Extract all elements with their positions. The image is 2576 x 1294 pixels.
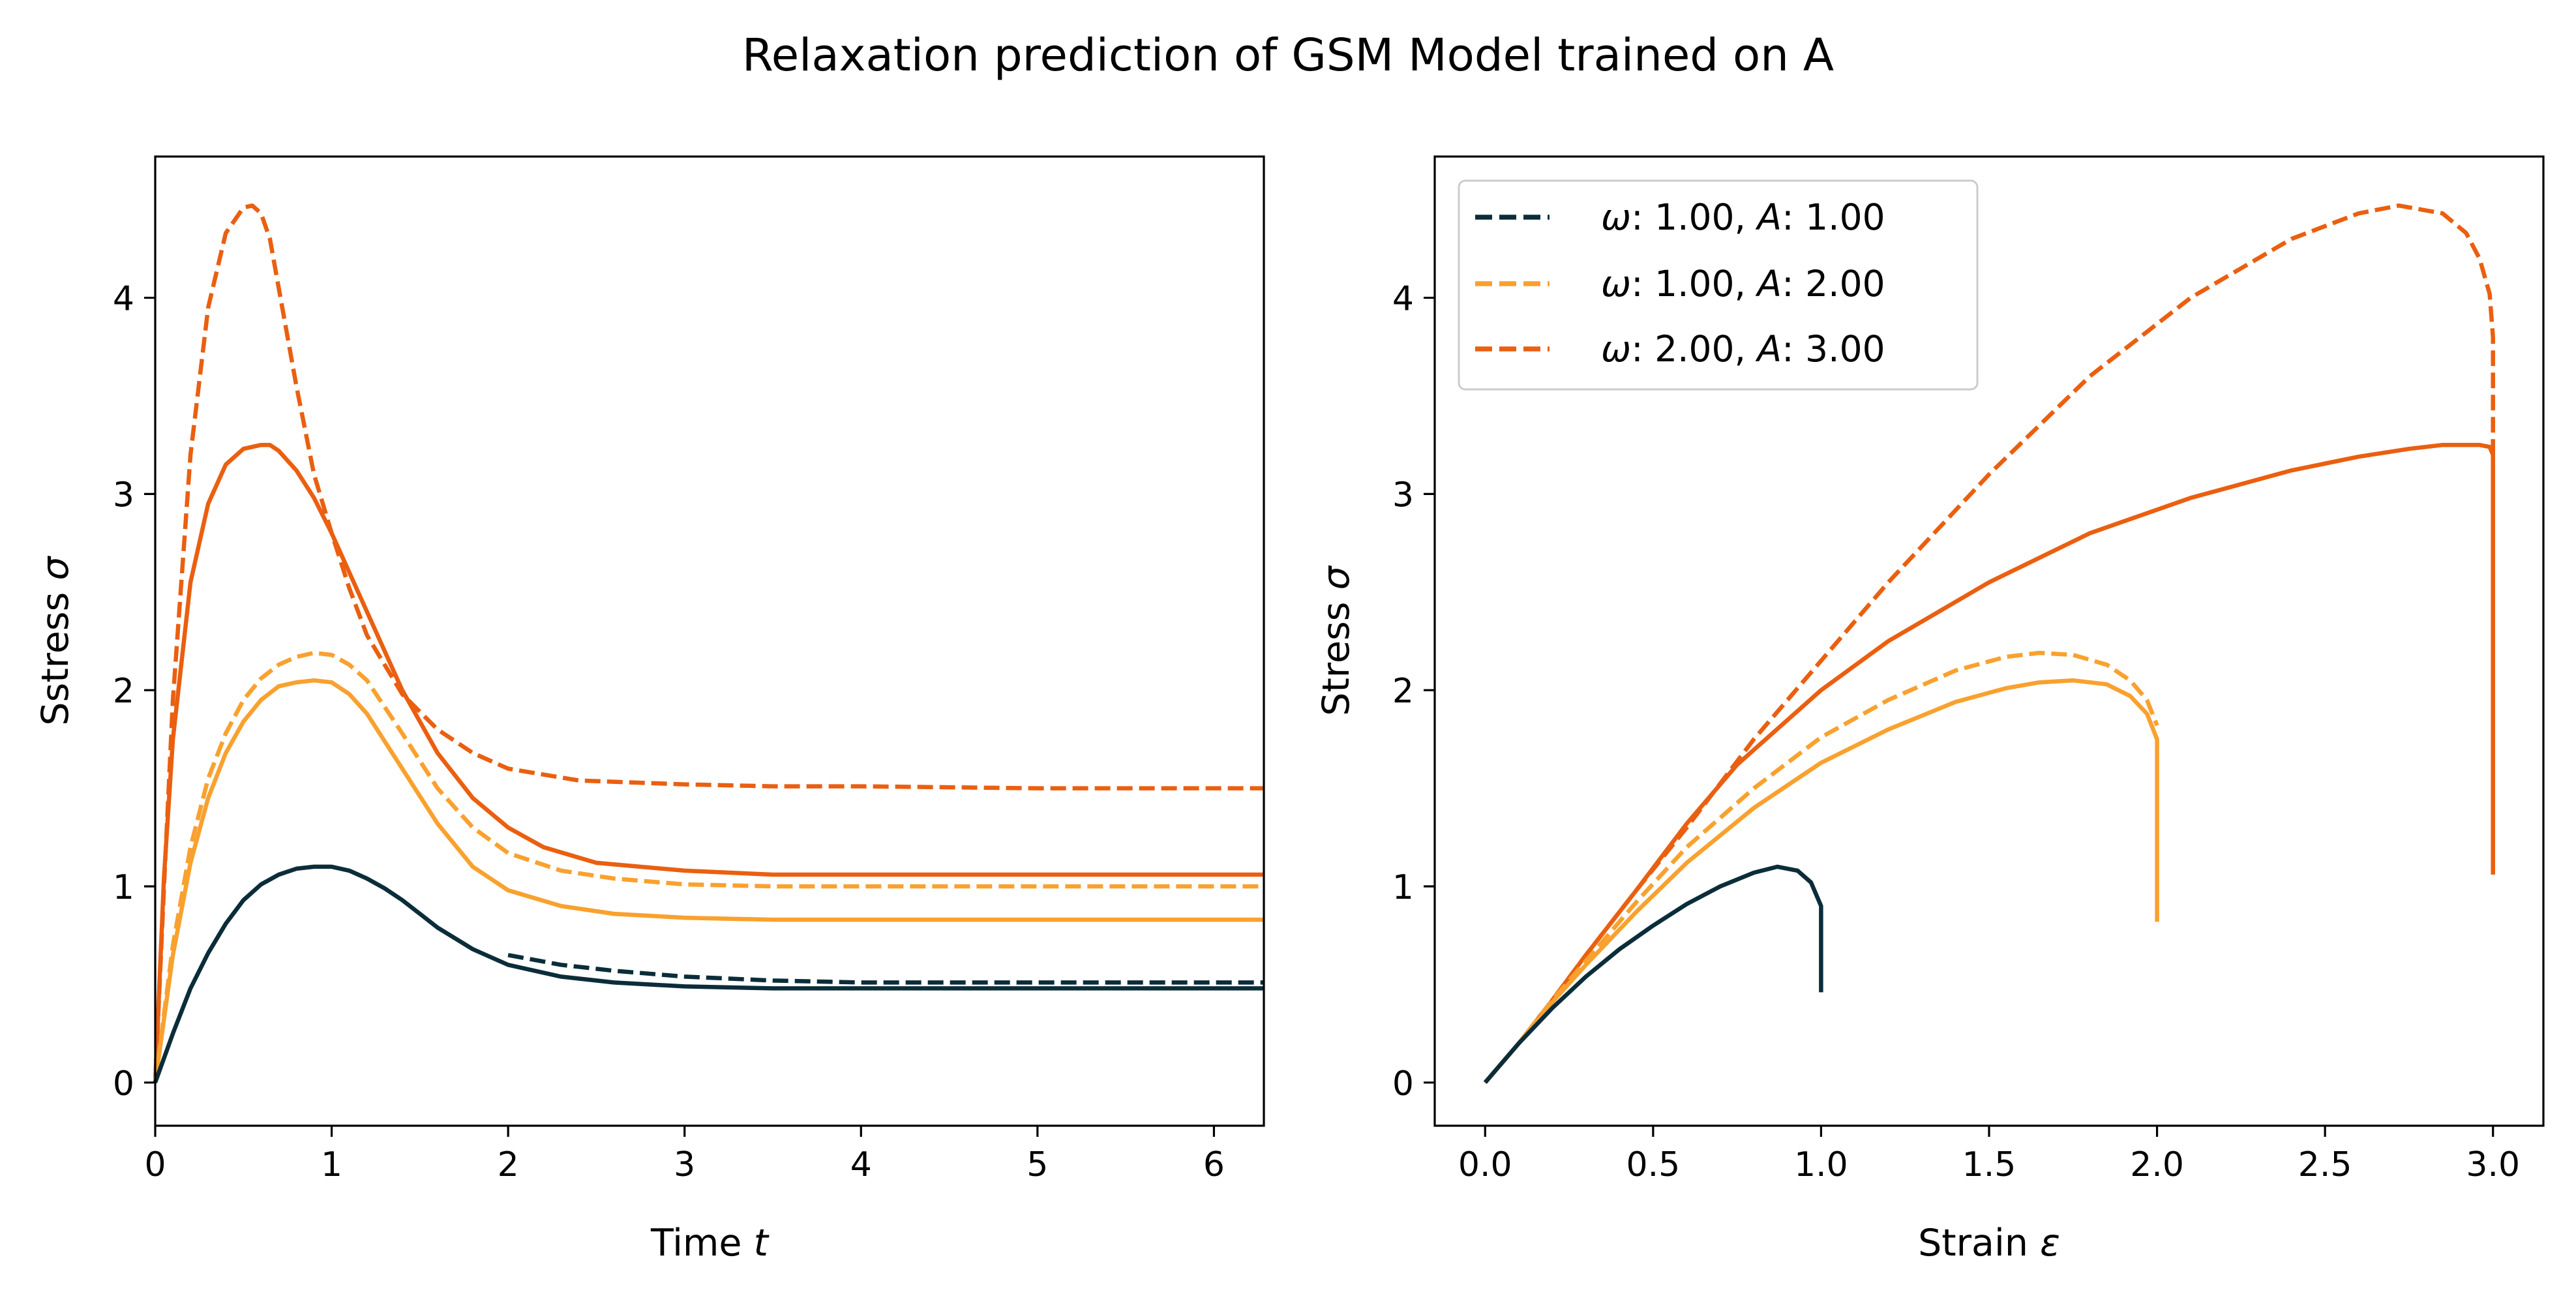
solid-series-line: [153, 442, 1264, 1083]
solid-series-line: [153, 678, 1264, 1083]
x-tick-label: 1.5: [1962, 1145, 2016, 1184]
relaxation-time-plot: 0 1 2 3 4 5 6 0 1 2 3 4 Time t Sstress σ: [34, 155, 1265, 1265]
x-tick-label: 4: [850, 1145, 872, 1184]
x-tick-label: 3.0: [2466, 1145, 2520, 1184]
y-tick-label: 0: [1392, 1064, 1414, 1104]
tick-layer: 0 1 2 3 4 5 6 0 1 2 3 4: [113, 280, 1225, 1184]
x-tick-label: 1: [321, 1145, 342, 1184]
legend-box: [1458, 179, 1979, 391]
y-tick-label: 4: [1392, 280, 1414, 319]
legend-label: ω: 2.00, A: 3.00: [1601, 328, 1885, 370]
y-tick-label: 3: [1392, 475, 1414, 515]
solid-series-line: [153, 864, 1264, 1083]
y-tick-label: 0: [113, 1064, 134, 1104]
dashed-series-line: [1483, 650, 2159, 1084]
x-tick-label: 0: [144, 1145, 166, 1184]
x-tick-label: 6: [1203, 1145, 1225, 1184]
series-layer: [153, 203, 1264, 1083]
dashed-series-line: [507, 953, 1264, 985]
tick-layer: 0.0 0.5 1.0 1.5 2.0 2.5 3.0 0 1 2 3 4: [1392, 280, 2520, 1184]
y-tick-label: 4: [113, 280, 134, 319]
x-tick-label: 0.5: [1626, 1145, 1680, 1184]
y-tick-label: 1: [113, 868, 134, 907]
x-tick-label: 0.0: [1458, 1145, 1512, 1184]
y-tick-label: 2: [113, 672, 134, 711]
legend-label: ω: 1.00, A: 1.00: [1601, 196, 1885, 238]
dashed-series-line: [153, 650, 1264, 1083]
axes-frame: [1433, 155, 2545, 1127]
solid-series-line: [1483, 442, 2495, 1084]
x-tick-label: 2: [498, 1145, 519, 1184]
x-tick-label: 2.0: [2130, 1145, 2184, 1184]
x-tick-label: 3: [674, 1145, 695, 1184]
legend: ω: 1.00, A: 1.00 ω: 1.00, A: 2.00 ω: 2.0…: [1458, 179, 1979, 391]
axes-frame: [154, 155, 1265, 1127]
y-axis-label: Stress σ: [1315, 565, 1358, 715]
y-axis-label: Sstress σ: [34, 556, 77, 726]
y-tick-label: 1: [1392, 868, 1414, 907]
y-tick-label: 2: [1392, 672, 1414, 711]
legend-entry: ω: 2.00, A: 3.00: [1475, 328, 1885, 370]
x-tick-label: 1.0: [1794, 1145, 1848, 1184]
solid-series-line: [1483, 678, 2159, 1084]
solid-series-line: [1483, 864, 1823, 1084]
x-axis-label: Time t: [650, 1222, 770, 1265]
figure-title: Relaxation prediction of GSM Model train…: [742, 29, 1834, 82]
y-tick-label: 3: [113, 475, 134, 515]
stress-strain-plot: 0.0 0.5 1.0 1.5 2.0 2.5 3.0 0 1 2 3 4 Strain ε Stre…: [1315, 155, 2545, 1265]
legend-entry: ω: 1.00, A: 1.00: [1475, 196, 1885, 238]
x-tick-label: 5: [1026, 1145, 1048, 1184]
legend-label: ω: 1.00, A: 2.00: [1601, 263, 1885, 305]
legend-entry: ω: 1.00, A: 2.00: [1475, 263, 1885, 305]
x-axis-label: Strain ε: [1918, 1222, 2060, 1265]
series-layer: [1483, 203, 2495, 1084]
dashed-series-line: [153, 203, 1264, 1083]
x-tick-label: 2.5: [2298, 1145, 2352, 1184]
